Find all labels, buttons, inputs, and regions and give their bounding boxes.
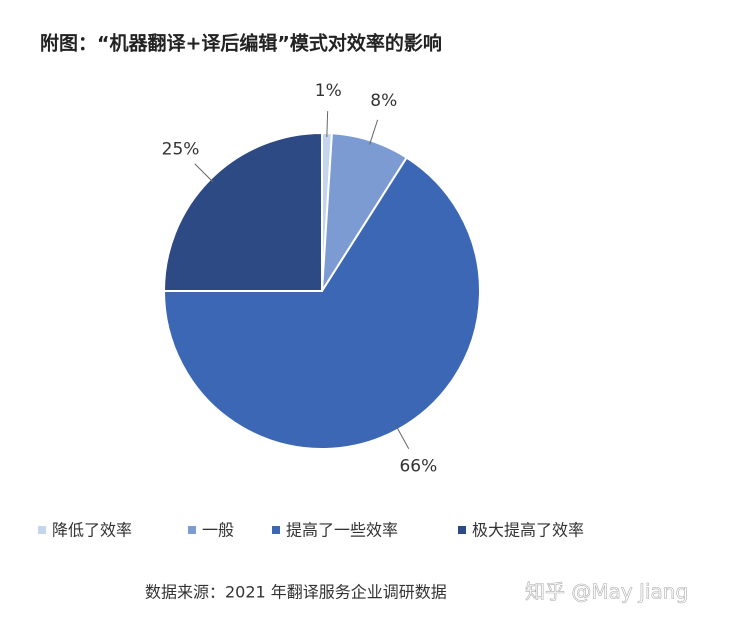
watermark: 知乎 @May Jiang [525, 580, 688, 604]
legend-marker [38, 526, 46, 534]
legend-label: 一般 [202, 521, 234, 540]
data-label: 25% [162, 140, 200, 160]
chart-title: 附图：“机器翻译+译后编辑”模式对效率的影响 [40, 32, 442, 55]
data-label: 1% [315, 81, 342, 101]
legend-label: 降低了效率 [52, 521, 132, 540]
legend-marker [188, 526, 196, 534]
leader-line [395, 425, 410, 449]
source-note: 数据来源：2021 年翻译服务企业调研数据 [145, 583, 447, 602]
legend-label: 提高了一些效率 [286, 521, 398, 540]
leader-line [326, 111, 329, 138]
leader-line [369, 119, 379, 145]
legend-label: 极大提高了效率 [472, 521, 584, 540]
data-label: 8% [370, 91, 397, 111]
legend-marker [458, 526, 466, 534]
legend-marker [272, 526, 280, 534]
leader-line [194, 163, 214, 183]
data-label: 66% [399, 456, 437, 476]
